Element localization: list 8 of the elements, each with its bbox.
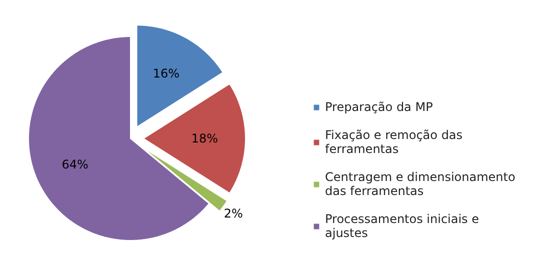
data-label: 64% bbox=[62, 158, 88, 172]
data-label: 16% bbox=[152, 66, 180, 80]
legend-label: Centragem e dimensionamento das ferramentas bbox=[325, 170, 516, 198]
legend-label: Fixação e remoção das ferramentas bbox=[325, 128, 463, 156]
legend-label: Preparação da MP bbox=[325, 100, 433, 114]
data-label: 2% bbox=[224, 206, 243, 220]
legend-label: Processamentos iniciais e ajustes bbox=[325, 212, 480, 240]
data-label: 18% bbox=[191, 132, 218, 146]
